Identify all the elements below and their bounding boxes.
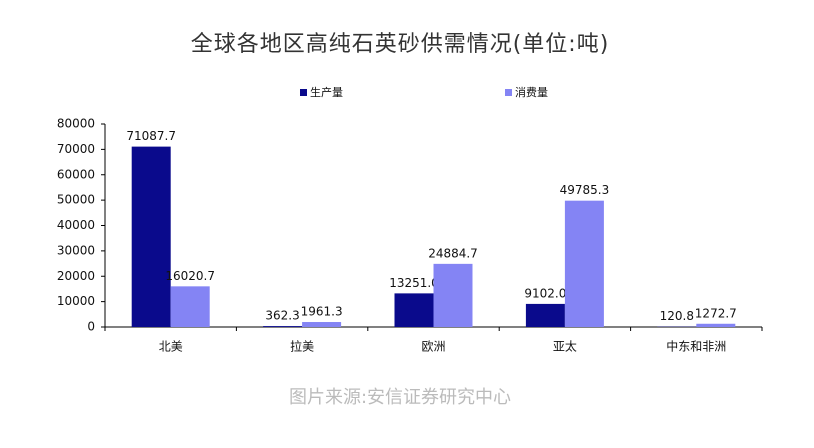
value-label: 120.8 (660, 309, 694, 323)
bar (394, 293, 434, 327)
value-label: 1961.3 (301, 305, 343, 319)
chart-title: 全球各地区高纯石英砂供需情况(单位:吨) (191, 32, 610, 57)
legend-swatch (300, 89, 307, 96)
value-label: 1272.7 (695, 306, 737, 320)
value-label: 24884.7 (428, 246, 478, 260)
value-label: 13251.0 (389, 276, 439, 290)
y-tick-label: 70000 (57, 142, 95, 156)
value-label: 16020.7 (165, 269, 215, 283)
value-label: 71087.7 (126, 129, 176, 143)
y-tick-label: 30000 (57, 243, 95, 257)
bar (696, 323, 736, 327)
bar (170, 286, 210, 327)
value-label: 362.3 (265, 309, 299, 323)
x-tick-label: 中东和非洲 (666, 339, 726, 354)
source: 图片来源:安信证券研究中心 (289, 387, 511, 408)
bar (131, 146, 171, 327)
y-tick-label: 10000 (57, 294, 95, 308)
x-tick-label: 北美 (159, 340, 183, 354)
bar (263, 326, 303, 327)
y-tick-label: 80000 (57, 117, 95, 131)
bar (433, 263, 473, 327)
y-tick-label: 60000 (57, 167, 95, 181)
x-tick-label: 欧洲 (421, 340, 445, 354)
y-tick-label: 0 (87, 320, 95, 334)
bar (302, 322, 342, 327)
y-tick-label: 50000 (57, 193, 95, 207)
value-label: 49785.3 (560, 183, 610, 197)
legend-label: 生产量 (310, 85, 343, 99)
y-tick-label: 20000 (57, 269, 95, 283)
x-tick-label: 拉美 (290, 339, 314, 354)
x-tick-label: 亚太 (553, 339, 577, 354)
bar (564, 200, 604, 327)
legend-label: 消费量 (515, 85, 548, 99)
value-label: 9102.0 (524, 286, 566, 300)
bar (525, 303, 565, 327)
y-tick-label: 40000 (57, 218, 95, 232)
legend-swatch (505, 89, 512, 96)
